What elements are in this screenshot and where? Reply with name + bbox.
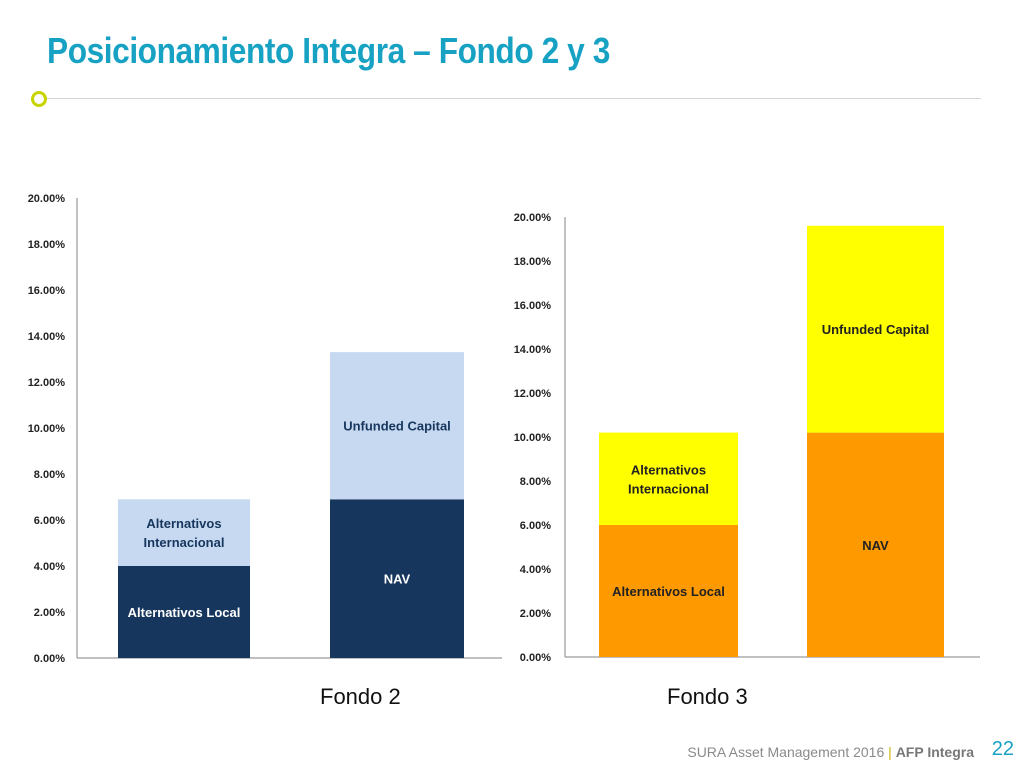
fondo-3-label: Fondo 3 bbox=[667, 684, 748, 709]
fondo-3-bar-1-alternativos-local-segment bbox=[599, 525, 738, 657]
fondo-3-y-tick-label: 2.00% bbox=[520, 608, 551, 620]
fondo-2-bar-1-alternativos-local-segment bbox=[118, 566, 250, 658]
fondo-2-y-tick-label: 6.00% bbox=[34, 515, 65, 527]
fondo-2-bar-2-unfunded-capital-segment bbox=[330, 352, 464, 500]
fondo-2-y-tick-label: 16.00% bbox=[28, 285, 66, 297]
fondo-3-y-tick-label: 8.00% bbox=[520, 476, 551, 488]
footer-text: SURA Asset Management 2016 bbox=[687, 744, 885, 760]
chart-fondo-3: 0.00% 2.00% 4.00% 6.00% 8.00% 10.00% 12.00% 14.… bbox=[514, 212, 980, 664]
fondo-3-bar-1-alternativos-internacional-segment bbox=[599, 432, 738, 525]
fondo-2-y-tick-label: 14.00% bbox=[28, 331, 66, 343]
footer-brand: AFP Integra bbox=[895, 744, 974, 760]
fondo-3-bar-2-unfunded-capital-label: Unfunded Capital bbox=[822, 322, 930, 337]
fondo-3-bar-1-alternativos-local-label: Alternativos Local bbox=[612, 584, 725, 599]
fondo-2-y-tick-label: 18.00% bbox=[28, 239, 66, 251]
fondo-2-y-tick-label: 0.00% bbox=[34, 653, 65, 665]
slide-title: Posicionamiento Integra – Fondo 2 y 3 bbox=[47, 30, 610, 71]
fondo-2-y-tick-label: 2.00% bbox=[34, 607, 65, 619]
fondo-2-bar-2-unfunded-capital-label: Unfunded Capital bbox=[343, 419, 451, 434]
fondo-3-y-tick-label: 16.00% bbox=[514, 300, 552, 312]
fondo-2-y-tick-label: 4.00% bbox=[34, 561, 65, 573]
chart-fondo-2: 0.00% 2.00% 4.00% 6.00% 8.00% 10.00% 12.00% 14.… bbox=[28, 193, 502, 665]
fondo-2-bar-1-alternativos-local-label: Alternativos Local bbox=[128, 605, 241, 620]
fondo-3-bar-2-nav-label: NAV bbox=[862, 538, 889, 553]
fondo-2-bar-1-alternativos-internacional-label: Alternativos Internacional bbox=[144, 516, 225, 550]
fondo-2-bar-2-nav-label: NAV bbox=[384, 572, 411, 587]
fondo-3-y-tick-label: 20.00% bbox=[514, 212, 552, 224]
fondo-3-y-tick-label: 0.00% bbox=[520, 652, 551, 664]
fondo-2-y-tick-label: 20.00% bbox=[28, 193, 66, 205]
fondo-3-y-tick-label: 14.00% bbox=[514, 344, 552, 356]
fondo-3-bar-2-nav-segment bbox=[807, 432, 944, 657]
fondo-3-bar-2-unfunded-capital-segment bbox=[807, 225, 944, 433]
fondo-2-bar-2-nav-segment bbox=[330, 499, 464, 658]
fondo-3-y-tick-label: 10.00% bbox=[514, 432, 552, 444]
fondo-3-y-tick-label: 4.00% bbox=[520, 564, 551, 576]
fondo-3-y-tick-label: 12.00% bbox=[514, 388, 552, 400]
title-bullet-icon bbox=[31, 91, 47, 107]
footer: SURA Asset Management 2016 | AFP Integra bbox=[687, 744, 974, 760]
fondo-2-bar-1-alternativos-internacional-segment bbox=[118, 499, 250, 566]
fondo-2-y-tick-label: 8.00% bbox=[34, 469, 65, 481]
page-number: 22 bbox=[991, 738, 1014, 760]
fondo-2-label: Fondo 2 bbox=[320, 684, 401, 709]
title-divider bbox=[47, 98, 981, 99]
fondo-2-y-tick-label: 12.00% bbox=[28, 377, 66, 389]
fondo-3-y-tick-label: 18.00% bbox=[514, 256, 552, 268]
footer-separator: | bbox=[888, 744, 892, 760]
fondo-3-bar-1-alternativos-internacional-label: Alternativos Internacional bbox=[628, 462, 709, 496]
fondo-2-y-tick-label: 10.00% bbox=[28, 423, 66, 435]
fondo-3-y-tick-label: 6.00% bbox=[520, 520, 551, 532]
